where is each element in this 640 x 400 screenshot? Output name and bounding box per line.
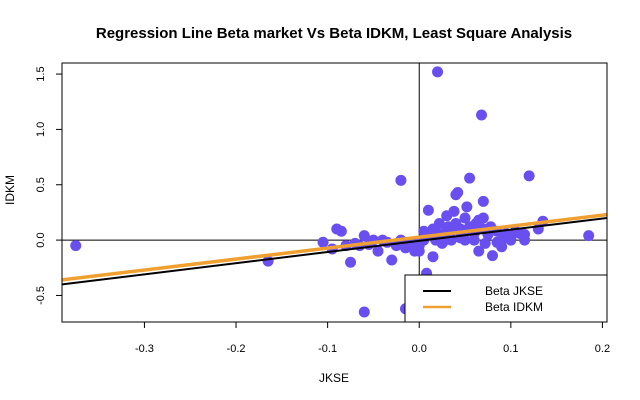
data-point (70, 240, 82, 252)
data-point (358, 306, 370, 318)
data-point (358, 230, 370, 242)
data-point (459, 212, 471, 224)
data-point (452, 187, 464, 198)
x-tick-label: -0.1 (318, 343, 337, 355)
y-axis-label: IDKM (3, 175, 17, 205)
data-point (395, 174, 407, 186)
y-tick-label: 0.0 (35, 232, 47, 247)
y-axis: -0.5 0.0 0.5 1.0 1.5 (35, 66, 62, 305)
legend-box (404, 274, 608, 323)
data-point (464, 172, 476, 184)
data-point (345, 256, 357, 268)
data-point (476, 109, 488, 121)
x-tick-label: -0.3 (135, 343, 154, 355)
plot-area (62, 63, 607, 322)
data-point (448, 205, 460, 217)
data-point (461, 201, 473, 213)
data-point (487, 250, 499, 262)
x-tick-label: 0.1 (503, 343, 518, 355)
data-point (422, 204, 434, 216)
data-point (317, 236, 329, 248)
chart-title: Regression Line Beta market Vs Beta IDKM… (96, 25, 572, 42)
data-point (523, 170, 535, 182)
y-tick-label: -0.5 (35, 286, 47, 305)
data-point (386, 254, 398, 266)
data-point (427, 251, 439, 263)
data-point (479, 237, 491, 249)
data-point (473, 245, 485, 257)
data-point (335, 225, 347, 237)
y-tick-label: 0.5 (35, 177, 47, 192)
data-point (432, 66, 444, 78)
x-tick-label: 0.0 (412, 343, 427, 355)
data-point (477, 195, 489, 207)
data-point (477, 212, 489, 224)
data-point (459, 234, 471, 246)
data-point (496, 241, 508, 253)
x-tick-label: 0.2 (595, 343, 610, 355)
data-point (430, 234, 442, 246)
regression-line-beta-jkse (62, 216, 607, 286)
data-point (372, 245, 384, 257)
legend-label: Beta IDKM (485, 300, 543, 314)
y-tick-label: 1.5 (35, 66, 47, 81)
x-tick-label: -0.2 (227, 343, 246, 355)
plot-frame (61, 62, 608, 323)
x-axis-label: JKSE (319, 371, 349, 385)
data-point (583, 230, 595, 242)
y-tick-label: 1.0 (35, 122, 47, 137)
regression-line-beta-idkm (62, 212, 607, 282)
legend: Beta JKSE Beta IDKM (404, 274, 608, 323)
legend-label: Beta JKSE (485, 284, 543, 298)
data-point (413, 245, 425, 257)
data-point (519, 234, 531, 246)
x-axis: -0.3 -0.2 -0.1 0.0 0.1 0.2 (135, 322, 610, 355)
